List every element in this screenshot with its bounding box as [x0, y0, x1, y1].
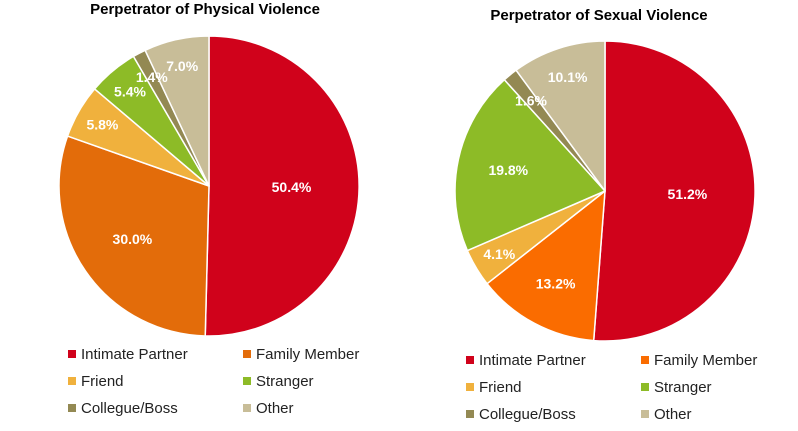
legend-label: Family Member	[654, 351, 758, 369]
legend-swatch	[466, 356, 474, 364]
data-label-collegue-boss: 1.6%	[515, 92, 547, 108]
legend-label: Stranger	[654, 378, 712, 396]
legend-swatch	[243, 350, 251, 358]
legend-swatch	[243, 404, 251, 412]
legend-swatch	[641, 410, 649, 418]
physical-violence-chart: Perpetrator of Physical Violence 50.4% 30…	[58, 1, 360, 418]
pie-slice-family-member	[58, 135, 210, 337]
legend-label: Other	[256, 399, 294, 417]
legend-label: Friend	[81, 372, 124, 390]
data-label-other: 10.1%	[548, 69, 588, 85]
legend-item-friend: Friend	[68, 371, 124, 391]
legend-item-family-member: Family Member	[243, 344, 359, 364]
physical-violence-pie: 50.4% 30.0% 5.8% 5.4%1.4%7.0%	[58, 35, 360, 337]
data-label-intimate-partner: 51.2%	[668, 186, 708, 202]
legend-swatch	[68, 377, 76, 385]
legend-label: Collegue/Boss	[479, 405, 576, 423]
legend-item-other: Other	[641, 404, 692, 424]
legend-label: Collegue/Boss	[81, 399, 178, 417]
legend-swatch	[466, 410, 474, 418]
sexual-violence-pie: 51.2% 13.2% 4.1% 19.8% 1.6%10.1%	[454, 40, 756, 342]
legend-label: Family Member	[256, 345, 360, 363]
data-label-intimate-partner: 50.4%	[272, 179, 312, 195]
pie-slice-stranger	[454, 78, 606, 252]
data-label-family-member: 30.0%	[113, 231, 153, 247]
pie-slice-intimate-partner	[592, 40, 756, 342]
data-label-collegue-boss: 1.4%	[136, 69, 168, 85]
legend-item-friend: Friend	[466, 377, 522, 397]
legend-swatch	[68, 350, 76, 358]
legend-item-stranger: Stranger	[243, 371, 314, 391]
legend-item-collegue-boss: Collegue/Boss	[68, 398, 178, 418]
pie-slice-other	[515, 40, 606, 192]
data-label-stranger: 19.8%	[488, 162, 528, 178]
pie-slice-intimate-partner	[204, 35, 360, 337]
legend-label: Intimate Partner	[81, 345, 188, 363]
legend-label: Other	[654, 405, 692, 423]
legend-swatch	[466, 383, 474, 391]
legend-item-stranger: Stranger	[641, 377, 712, 397]
legend-label: Intimate Partner	[479, 351, 586, 369]
data-label-friend: 4.1%	[483, 246, 515, 262]
legend-item-collegue-boss: Collegue/Boss	[466, 404, 576, 424]
data-label-friend: 5.8%	[86, 117, 118, 133]
legend-item-intimate-partner: Intimate Partner	[68, 344, 188, 364]
pie-slice-family-member	[486, 190, 606, 342]
legend-label: Friend	[479, 378, 522, 396]
legend-item-intimate-partner: Intimate Partner	[466, 350, 586, 370]
data-label-family-member: 13.2%	[536, 276, 576, 292]
legend-swatch	[641, 356, 649, 364]
legend-label: Stranger	[256, 372, 314, 390]
legend-swatch	[68, 404, 76, 412]
pie-slice-other	[144, 35, 210, 187]
sexual-violence-chart: Perpetrator of Sexual Violence 51.2% 13.2…	[400, 0, 798, 431]
legend-item-other: Other	[243, 398, 294, 418]
legend-swatch	[641, 383, 649, 391]
legend-item-family-member: Family Member	[641, 350, 757, 370]
chart-title: Perpetrator of Sexual Violence	[490, 7, 708, 24]
legend-swatch	[243, 377, 251, 385]
data-label-other: 7.0%	[166, 58, 198, 74]
data-label-stranger: 5.4%	[114, 84, 146, 100]
chart-title: Perpetrator of Physical Violence	[90, 1, 320, 18]
